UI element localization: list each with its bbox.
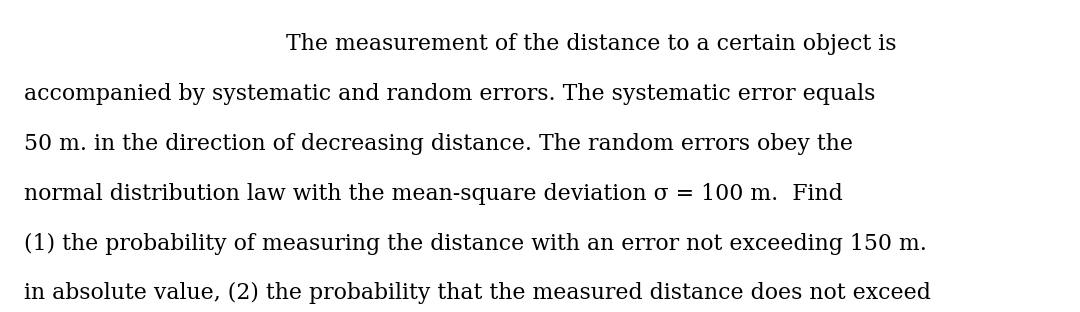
Text: accompanied by systematic and random errors. The systematic error equals: accompanied by systematic and random err… — [24, 83, 875, 105]
Text: in absolute value, (2) the probability that the measured distance does not excee: in absolute value, (2) the probability t… — [24, 282, 931, 305]
Text: The measurement of the distance to a certain object is: The measurement of the distance to a cer… — [286, 33, 896, 55]
Text: normal distribution law with the mean-square deviation σ = 100 m.  Find: normal distribution law with the mean-sq… — [24, 183, 842, 205]
Text: 50 m. in the direction of decreasing distance. The random errors obey the: 50 m. in the direction of decreasing dis… — [24, 133, 853, 155]
Text: (1) the probability of measuring the distance with an error not exceeding 150 m.: (1) the probability of measuring the dis… — [24, 232, 927, 255]
